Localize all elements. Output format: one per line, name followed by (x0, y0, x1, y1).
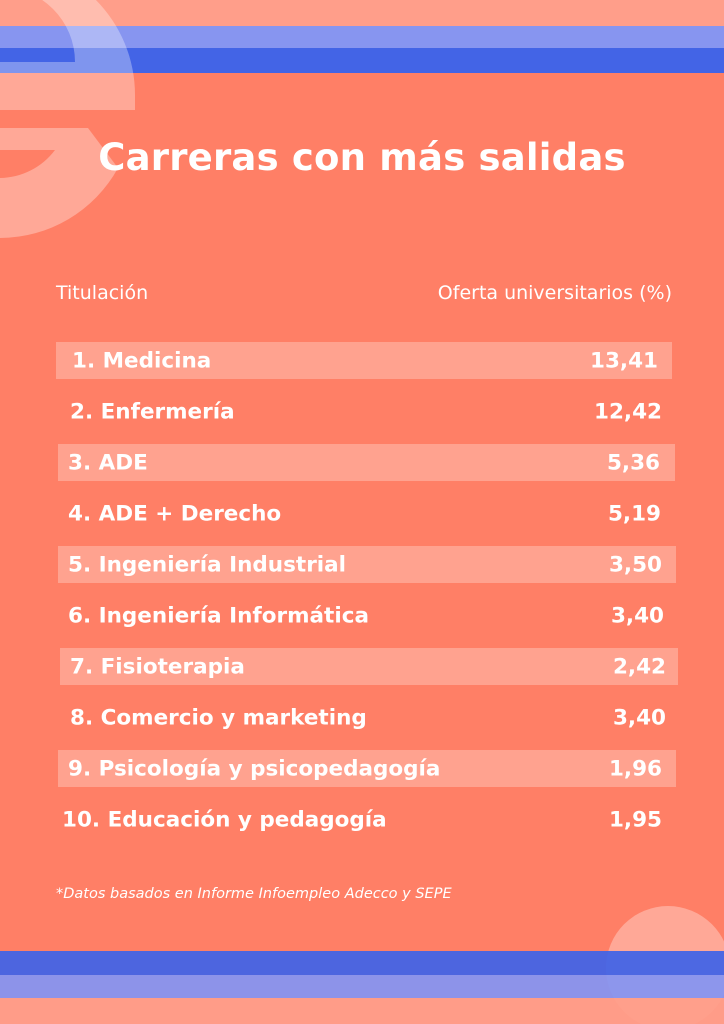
top-stripe-dark (0, 48, 724, 73)
row-label: 10. Educación y pedagogía (62, 807, 387, 832)
source-footnote: *Datos basados en Informe Infoempleo Ade… (56, 886, 452, 902)
column-header-offer: Oferta universitarios (%) (437, 282, 672, 304)
table-row: 10. Educación y pedagogía 1,95 (58, 801, 676, 838)
top-stripe-light (0, 0, 724, 26)
table-row: 9. Psicología y psicopedagogía 1,96 (58, 750, 676, 787)
page-title: Carreras con más salidas (98, 136, 626, 179)
row-value: 3,40 (610, 603, 664, 628)
bottom-stripe-mid (0, 975, 724, 998)
row-label: 2. Enfermería (70, 399, 235, 424)
table-row: 4. ADE + Derecho 5,19 (58, 495, 675, 532)
table-row: 1. Medicina 13,41 (56, 342, 672, 379)
row-value: 1,96 (608, 756, 662, 781)
row-value: 2,42 (612, 654, 666, 679)
column-header-degree: Titulación (56, 282, 149, 304)
table-row: 6. Ingeniería Informática 3,40 (58, 597, 676, 634)
row-label: 7. Fisioterapia (70, 654, 245, 679)
row-value: 13,41 (589, 348, 658, 373)
row-value: 5,36 (606, 450, 660, 475)
row-label: 3. ADE (68, 450, 148, 475)
table-row: 8. Comercio y marketing 3,40 (60, 699, 678, 736)
row-value: 1,95 (608, 807, 662, 832)
bottom-stripe-light (0, 998, 724, 1024)
row-label: 4. ADE + Derecho (68, 501, 282, 526)
row-value: 3,50 (608, 552, 662, 577)
table-row: 2. Enfermería 12,42 (56, 393, 672, 430)
row-label: 9. Psicología y psicopedagogía (68, 756, 441, 781)
bottom-stripe-dark (0, 951, 724, 975)
top-stripe-mid (0, 26, 724, 48)
row-value: 12,42 (593, 399, 662, 424)
row-label: 1. Medicina (72, 348, 212, 373)
row-label: 6. Ingeniería Informática (68, 603, 369, 628)
row-label: 8. Comercio y marketing (70, 705, 367, 730)
table-row: 7. Fisioterapia 2,42 (60, 648, 678, 685)
table-row: 5. Ingeniería Industrial 3,50 (58, 546, 676, 583)
row-value: 5,19 (607, 501, 661, 526)
row-value: 3,40 (612, 705, 666, 730)
table-row: 3. ADE 5,36 (58, 444, 675, 481)
row-label: 5. Ingeniería Industrial (68, 552, 347, 577)
circle-decoration (606, 906, 724, 1024)
